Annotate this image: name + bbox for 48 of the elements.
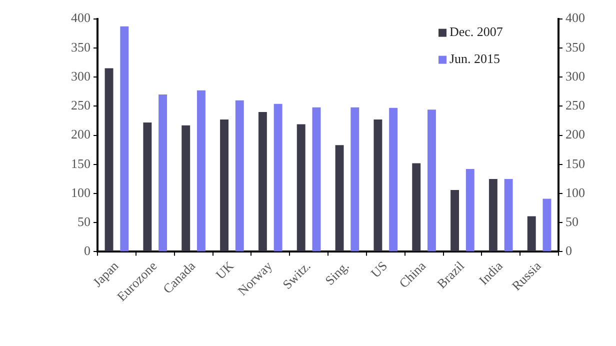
bar	[120, 26, 129, 252]
y-tick-label: 50	[78, 214, 90, 230]
y-tick-label: 300	[71, 68, 90, 84]
x-tick-label: US	[368, 258, 390, 281]
y2-tick-label: 200	[566, 126, 585, 142]
bar	[542, 198, 552, 252]
y-tick-label: 0	[84, 243, 90, 258]
y2-tick-label: 150	[566, 156, 585, 171]
bar	[312, 107, 321, 252]
y2-tick-label: 250	[566, 98, 585, 113]
y2-tick-label: 350	[566, 39, 585, 54]
bar	[197, 90, 206, 252]
y-tick-label: 350	[71, 39, 90, 54]
y2-tick-label: 400	[566, 10, 585, 26]
x-tick-label: Sing.	[322, 258, 352, 288]
bar	[274, 104, 282, 252]
bar	[412, 163, 421, 252]
y2-tick-label: 50	[566, 214, 578, 230]
y2-tick-label: 100	[566, 184, 585, 200]
bar	[182, 125, 190, 252]
y2-tick-label: 0	[566, 243, 572, 258]
y-tick-label: 200	[71, 126, 90, 142]
y-tick-label: 100	[71, 184, 90, 200]
bar	[220, 120, 228, 252]
bar	[350, 107, 360, 252]
x-tick-label: India	[476, 258, 506, 288]
bar	[143, 122, 152, 252]
bar	[258, 112, 267, 252]
bar	[450, 190, 459, 252]
bar	[389, 108, 398, 252]
y-tick-label: 150	[71, 156, 90, 171]
bar	[488, 178, 498, 252]
y2-tick-label: 300	[566, 68, 585, 84]
bar	[158, 94, 168, 252]
bar	[428, 110, 436, 252]
legend-label: Dec. 2007	[450, 24, 504, 40]
bar	[527, 216, 536, 252]
bar	[374, 120, 382, 252]
y-tick-label: 400	[71, 10, 90, 26]
legend-label: Jun. 2015	[450, 51, 500, 66]
bar	[335, 145, 344, 252]
y-tick-label: 250	[71, 98, 90, 113]
bar	[296, 124, 306, 252]
bar	[235, 100, 244, 252]
bar	[104, 68, 114, 252]
x-tick-label: UK	[212, 258, 237, 282]
bar	[466, 169, 474, 252]
bar	[504, 178, 513, 252]
